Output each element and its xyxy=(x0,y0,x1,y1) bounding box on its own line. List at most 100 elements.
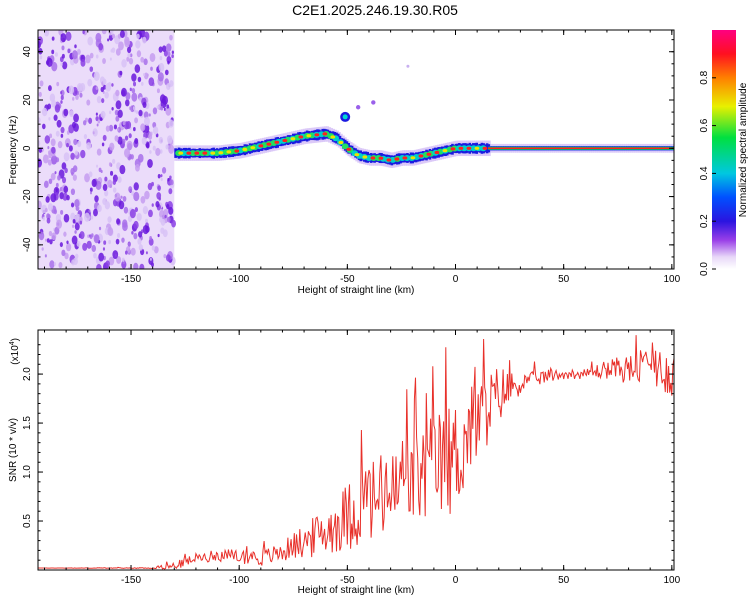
noise-speckle xyxy=(54,171,57,175)
ridge-peak xyxy=(362,155,368,159)
y-tick-label: 2.0 xyxy=(22,367,33,381)
noise-speckle xyxy=(64,167,68,174)
noise-speckle xyxy=(125,92,131,101)
ridge-peak xyxy=(266,142,272,146)
ridge-peak xyxy=(434,150,440,155)
noise-speckle xyxy=(149,257,152,261)
noise-speckle xyxy=(107,226,114,236)
snr-multiplier-exponent: 4 xyxy=(9,341,16,345)
noise-speckle xyxy=(60,33,67,43)
noise-speckle xyxy=(102,134,107,141)
noise-speckle xyxy=(104,91,109,99)
noise-speckle xyxy=(131,92,138,102)
noise-speckle xyxy=(66,142,69,148)
colorbar-tick-label: 0.4 xyxy=(699,166,710,180)
noise-speckle xyxy=(101,142,105,147)
noise-speckle xyxy=(91,233,94,238)
noise-speckle xyxy=(60,91,63,95)
y-tick-label: 40 xyxy=(22,46,33,58)
noise-speckle xyxy=(169,179,174,186)
noise-speckle xyxy=(74,44,77,49)
noise-speckle xyxy=(119,30,125,38)
noise-speckle xyxy=(44,238,47,242)
noise-speckle xyxy=(57,174,61,181)
ridge-peak xyxy=(450,147,456,151)
noise-speckle xyxy=(162,95,169,106)
ridge-peak xyxy=(258,144,264,148)
noise-speckle xyxy=(59,242,63,248)
noise-speckle xyxy=(159,56,163,61)
noise-speckle xyxy=(68,145,73,152)
noise-speckle xyxy=(163,254,167,259)
noise-speckle xyxy=(72,97,75,101)
noise-speckle xyxy=(162,45,167,52)
noise-speckle xyxy=(94,195,99,203)
noise-speckle xyxy=(122,195,127,202)
noise-speckle xyxy=(142,224,149,235)
noise-speckle xyxy=(151,203,154,207)
noise-speckle xyxy=(83,134,88,140)
ridge-peak xyxy=(274,140,280,144)
noise-speckle xyxy=(132,106,136,111)
noise-speckle xyxy=(86,99,91,106)
ridge-core-blob xyxy=(365,154,373,161)
spectrogram-frame xyxy=(37,29,675,270)
noise-speckle xyxy=(115,176,118,180)
spectrogram-x-label: Height of straight line (km) xyxy=(298,285,415,296)
noise-speckle xyxy=(71,224,75,229)
frequency-ridge xyxy=(174,126,674,169)
noise-speckle xyxy=(113,124,118,130)
noise-speckle xyxy=(84,173,90,183)
noise-speckle xyxy=(51,146,56,154)
noise-speckle xyxy=(167,135,173,144)
isolated-blob xyxy=(406,64,410,68)
noise-speckle xyxy=(137,76,142,83)
noise-speckle xyxy=(60,209,64,215)
noise-speckle xyxy=(38,147,42,153)
ridge-peak xyxy=(322,132,328,136)
noise-speckle xyxy=(148,77,155,87)
noise-speckle xyxy=(49,133,53,139)
noise-speckle xyxy=(138,109,143,117)
spectrogram-y-ticks: -40 -20 0 20 40 xyxy=(22,39,674,270)
noise-speckle xyxy=(50,172,56,181)
noise-speckle xyxy=(53,209,58,215)
noise-speckle xyxy=(110,49,113,53)
noise-speckle xyxy=(136,50,142,58)
noise-speckle xyxy=(90,215,94,220)
x-tick-label: -50 xyxy=(340,575,355,586)
ridge-core-blob xyxy=(341,143,349,150)
noise-speckle xyxy=(131,87,136,94)
x-tick-label: 50 xyxy=(558,575,570,586)
ridge-peak xyxy=(298,135,304,139)
noise-speckle xyxy=(89,66,94,72)
noise-speckle xyxy=(76,240,81,247)
noise-speckle xyxy=(108,81,112,87)
noise-speckle xyxy=(93,208,98,217)
noise-speckle xyxy=(146,73,149,77)
noise-speckle xyxy=(126,140,133,151)
noise-speckle xyxy=(111,33,116,39)
noise-speckle xyxy=(144,190,150,200)
noise-speckle xyxy=(47,146,50,150)
noise-speckle xyxy=(157,233,160,238)
noise-speckle xyxy=(156,105,159,110)
noise-speckle xyxy=(38,117,41,123)
noise-speckle xyxy=(129,208,136,219)
noise-speckle xyxy=(66,240,69,245)
noise-speckle xyxy=(47,203,54,212)
ridge-peak xyxy=(282,138,288,143)
noise-speckle xyxy=(102,183,108,191)
ridge-peak xyxy=(178,151,184,155)
noise-speckle xyxy=(156,88,160,94)
noise-speckle xyxy=(115,89,120,97)
noise-speckle xyxy=(51,99,57,108)
noise-speckle xyxy=(166,83,171,91)
noise-speckle xyxy=(152,126,159,135)
ridge-peak xyxy=(346,147,352,151)
noise-speckle xyxy=(133,262,139,269)
noise-speckle xyxy=(169,34,173,41)
noise-speckle xyxy=(71,50,78,60)
ridge-peak xyxy=(474,146,480,150)
noise-speckle xyxy=(77,140,82,148)
